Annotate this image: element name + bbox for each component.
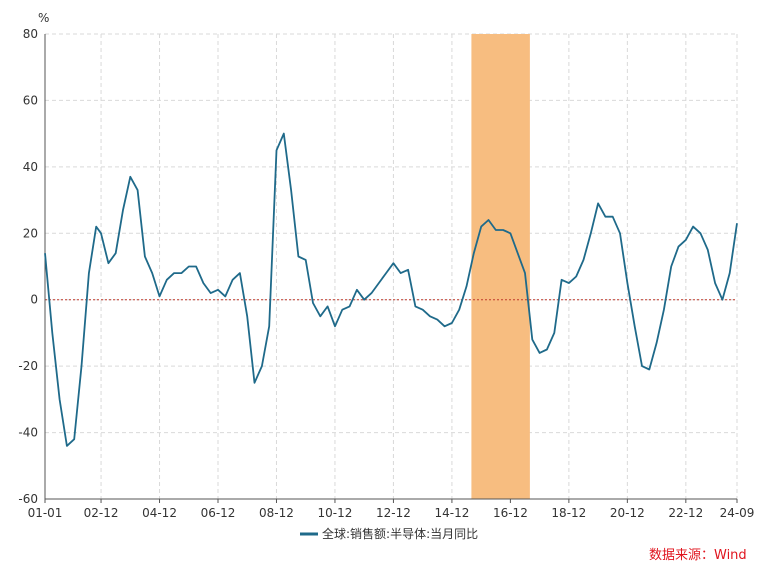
x-tick-label: 22-12	[668, 506, 703, 520]
x-tick-label: 10-12	[318, 506, 353, 520]
tick-labels: -60 -40 -20 0 20 40 60 80 01-01 02-12 04-12 06-12 08…	[18, 27, 754, 520]
legend-label: 全球:销售额:半导体:当月同比	[322, 526, 478, 541]
legend: 全球:销售额:半导体:当月同比	[300, 526, 478, 541]
x-tick-label: 16-12	[493, 506, 528, 520]
y-tick-label: -40	[18, 426, 38, 440]
y-tick-label: 60	[23, 93, 38, 107]
x-tick-label: 06-12	[201, 506, 236, 520]
x-tick-label: 24-09	[720, 506, 755, 520]
x-tick-label: 02-12	[84, 506, 119, 520]
x-tick-label: 04-12	[142, 506, 177, 520]
series-line	[44, 132, 738, 447]
shaded-region	[471, 34, 530, 499]
y-tick-label: 0	[30, 293, 38, 307]
x-tick-label: 14-12	[434, 506, 469, 520]
y-tick-label: 20	[23, 226, 38, 240]
y-tick-label: 80	[23, 27, 38, 41]
y-tick-label: -20	[18, 359, 38, 373]
source-label: 数据来源：Wind	[649, 548, 747, 563]
y-unit-label: %	[38, 11, 49, 25]
axes	[44, 34, 737, 500]
x-tick-label: 18-12	[551, 506, 586, 520]
y-tick-label: 40	[23, 160, 38, 174]
gridlines	[44, 33, 738, 503]
x-tick-label: 12-12	[376, 506, 411, 520]
shaded-region-layer	[471, 34, 530, 499]
x-tick-label: 08-12	[259, 506, 294, 520]
x-tick-label: 01-01	[28, 506, 63, 520]
series-layer	[44, 132, 738, 447]
x-tick-label: 20-12	[610, 506, 645, 520]
y-tick-label: -60	[18, 492, 38, 506]
